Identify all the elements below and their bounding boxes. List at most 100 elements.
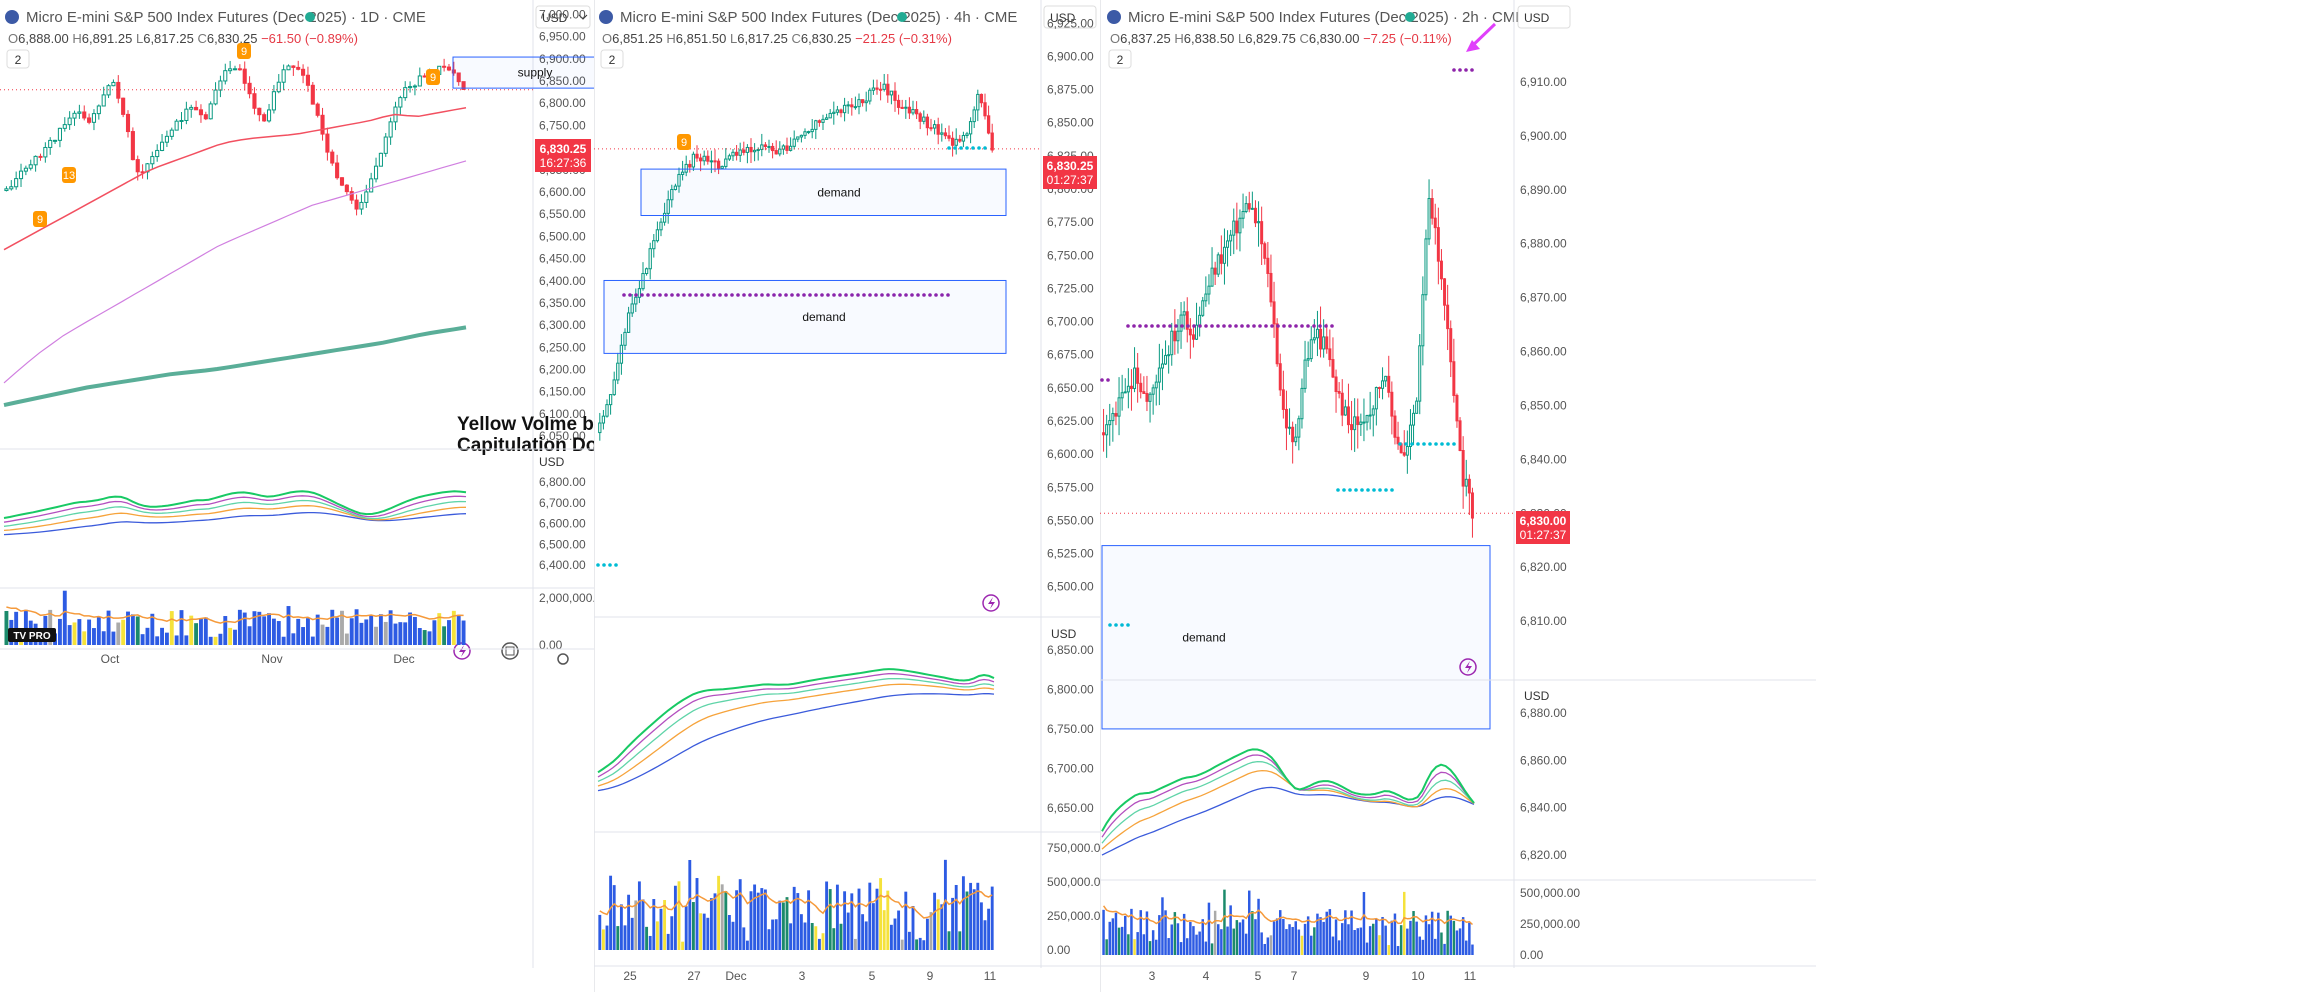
level-dot (1452, 68, 1456, 72)
level-dot (1360, 488, 1364, 492)
level-dot (953, 146, 957, 150)
volume-bar (160, 627, 164, 645)
level-dot (790, 293, 794, 297)
candle-body (1195, 324, 1199, 340)
volume-bar (663, 900, 667, 950)
volume-bar (1195, 934, 1198, 955)
level-dot (1126, 623, 1130, 627)
symbol-title[interactable]: Micro E-mini S&P 500 Index Futures (Dec … (26, 9, 426, 26)
level-dot (1446, 442, 1450, 446)
volume-bar (1139, 910, 1142, 955)
candle-body (817, 120, 822, 123)
candle-body (958, 138, 962, 142)
panel-2h[interactable]: Micro E-mini S&P 500 Index Futures (Dec … (1100, 0, 1816, 992)
symbol-title[interactable]: Micro E-mini S&P 500 Index Futures (Dec … (620, 9, 1017, 26)
candle-body (666, 199, 670, 214)
calendar-icon[interactable] (501, 642, 519, 660)
level-dot (1398, 442, 1402, 446)
candle-body (1430, 198, 1434, 219)
currency-selector[interactable] (535, 5, 591, 29)
volume-bar (1465, 940, 1468, 955)
candle-body (422, 75, 427, 78)
osc-tick-label: 6,820.00 (1520, 848, 1567, 862)
panel-daily[interactable]: Micro E-mini S&P 500 Index Futures (Dec … (0, 0, 594, 992)
candle-body (369, 178, 374, 193)
volume-bar (1434, 938, 1437, 955)
candle-body (824, 117, 829, 120)
candle-body (262, 114, 267, 122)
volume-bar (359, 622, 364, 645)
tradingview-logo: TV PRO (8, 628, 56, 642)
level-dot (916, 293, 920, 297)
level-dot (1276, 324, 1280, 328)
candle-body (1139, 382, 1143, 393)
volume-bar (616, 926, 620, 950)
osc-tick-label: 6,700.00 (539, 496, 586, 510)
volume-bar (461, 620, 466, 645)
sequence-marker-label: 9 (681, 137, 687, 149)
level-dot (1366, 488, 1370, 492)
volume-bar (1164, 910, 1167, 955)
currency-selector[interactable] (1517, 5, 1571, 29)
us-flag-icon (1107, 10, 1121, 24)
volume-bar (233, 629, 237, 645)
candle-body (972, 109, 976, 123)
settings-gear-icon[interactable] (557, 653, 569, 665)
volume-bar (1114, 912, 1118, 955)
symbol-title[interactable]: Micro E-mini S&P 500 Index Futures (Dec … (1128, 9, 1525, 26)
candle-body (77, 111, 82, 114)
level-dot (1440, 442, 1444, 446)
oscillator-line (597, 673, 995, 778)
panel-4h[interactable]: Micro E-mini S&P 500 Index Futures (Dec … (594, 0, 1100, 992)
currency-selector[interactable] (1043, 5, 1097, 29)
candle-body (1129, 385, 1133, 390)
candle-body (724, 158, 728, 167)
candle-body (96, 105, 101, 115)
volume-bar (451, 610, 456, 645)
y-tick-label: 6,600.00 (539, 185, 586, 199)
level-dot (1354, 488, 1358, 492)
level-dot (1294, 324, 1298, 328)
candle-body (1284, 408, 1288, 429)
candle-body (315, 103, 320, 116)
volume-bar (72, 622, 77, 645)
level-dot (868, 293, 872, 297)
candle-body (1291, 426, 1295, 443)
candle-body (359, 201, 364, 210)
candle-body (799, 134, 804, 138)
candle-body (373, 165, 379, 180)
candle-body (630, 303, 634, 314)
candle-body (785, 145, 789, 151)
volume-bar (753, 884, 757, 950)
candle-body (1241, 211, 1245, 219)
candle-body (1359, 421, 1363, 426)
osc-currency-label: USD (539, 455, 565, 469)
indicator-collapse-button[interactable] (6, 49, 30, 69)
volume-bar (1468, 922, 1471, 955)
lightning-icon[interactable] (1459, 658, 1477, 676)
volume-bar (911, 905, 915, 950)
volume-bar (918, 937, 922, 950)
level-dot (596, 563, 600, 567)
lightning-icon[interactable] (982, 594, 1000, 612)
candle-body (242, 68, 247, 84)
volume-bar (933, 892, 937, 950)
level-dot (880, 293, 884, 297)
volume-bar (731, 921, 735, 950)
indicator-collapse-button[interactable] (1108, 49, 1132, 69)
ohlc-line: O6,837.25 H6,838.50 L6,829.75 C6,830.00 … (1110, 31, 1452, 46)
volume-bar (688, 859, 692, 950)
volume-bar (1325, 911, 1328, 955)
candle-body (266, 109, 272, 122)
bar-countdown: 16:27:36 (540, 156, 587, 170)
candle-body (417, 75, 422, 87)
volume-bar (247, 626, 252, 645)
bar-countdown: 01:27:37 (1520, 528, 1567, 542)
volume-bar (825, 881, 829, 950)
volume-bar (1182, 913, 1186, 955)
candle-body (194, 106, 199, 111)
volume-bar (310, 636, 315, 645)
indicator-collapse-button[interactable] (600, 49, 624, 69)
candle-body (925, 116, 930, 129)
candle-body (727, 155, 732, 160)
